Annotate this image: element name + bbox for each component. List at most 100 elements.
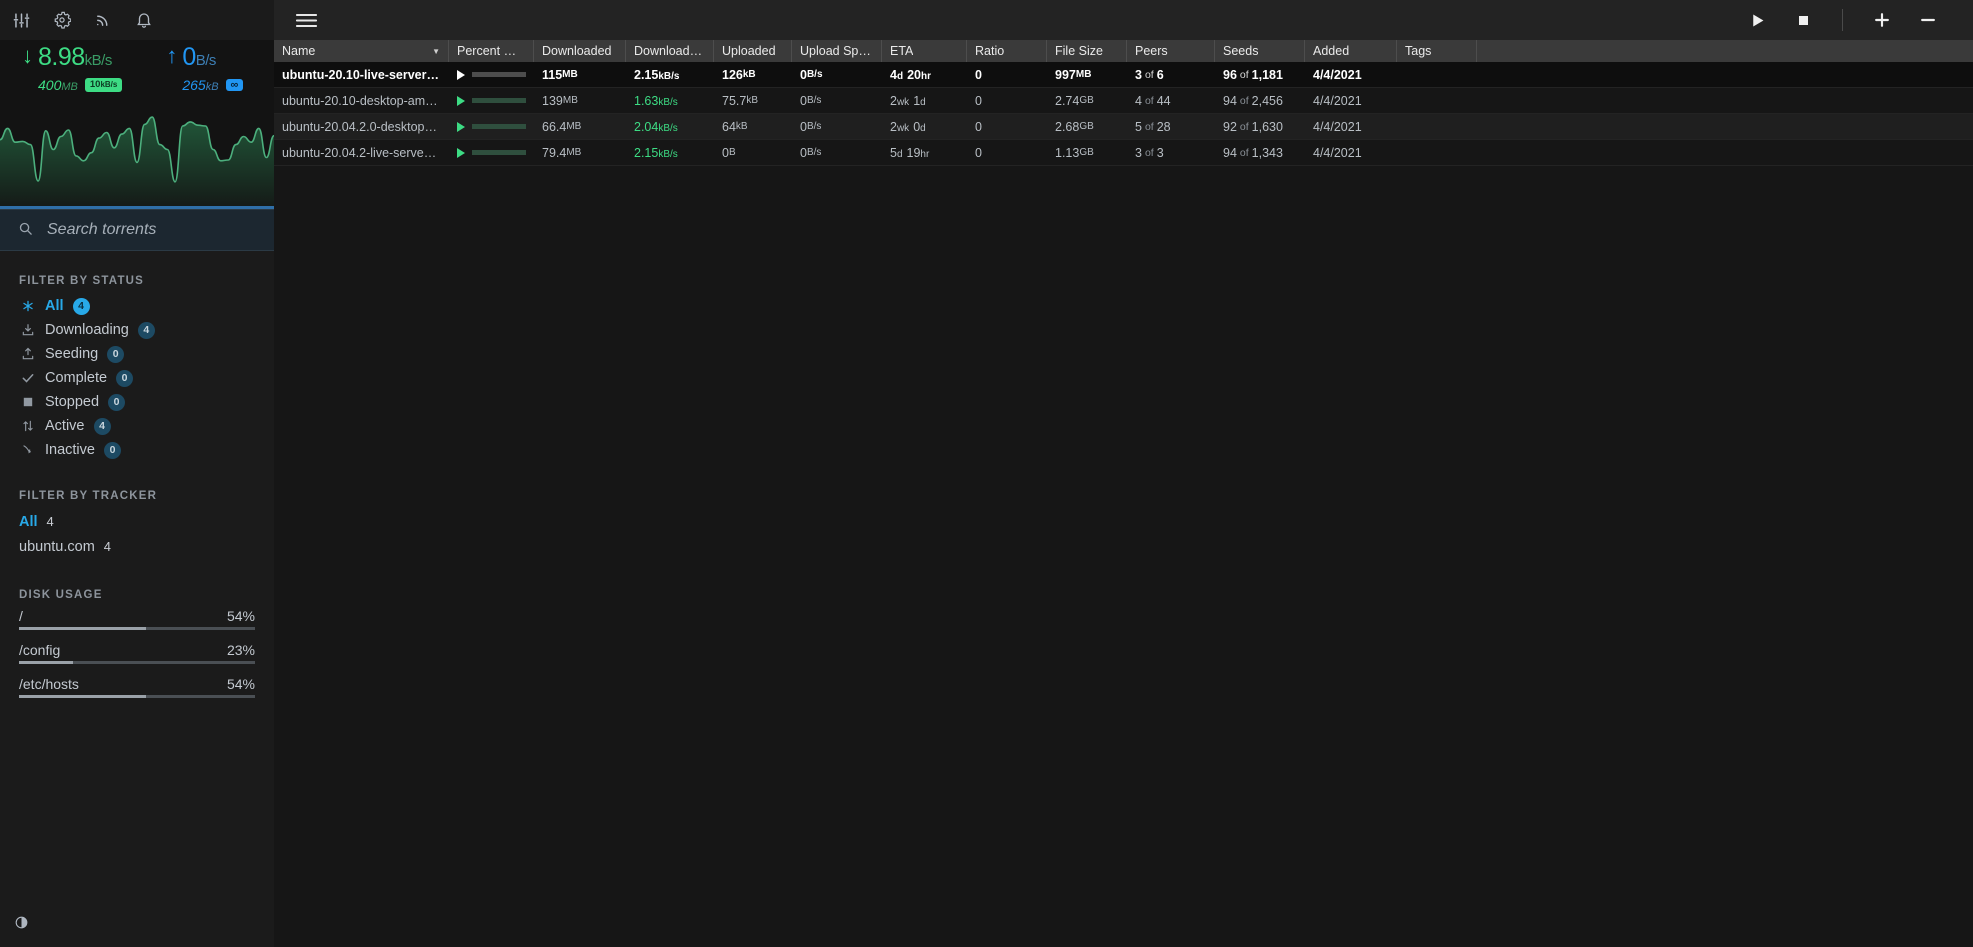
column-header-seeds[interactable]: Seeds: [1215, 40, 1305, 62]
cell-ratio: 0: [967, 88, 1047, 114]
download-total-unit: MB: [61, 81, 78, 93]
search-input[interactable]: [47, 221, 237, 239]
disk-usage-item: /config 23%: [0, 642, 274, 664]
add-torrent-button[interactable]: [1859, 0, 1905, 40]
ratio-value: 0: [975, 145, 982, 160]
status-filter-inactive[interactable]: Inactive 0: [0, 438, 274, 462]
speed-summary: ↓ 8.98kB/s 400MB 10kB/s ↑ 0B/s: [0, 40, 274, 97]
disk-usage-fill: [19, 661, 74, 664]
sidebar-footer: [0, 900, 274, 947]
theme-toggle-icon[interactable]: [14, 915, 29, 933]
search-icon: [18, 221, 33, 239]
upload-limit-badge[interactable]: ∞: [225, 79, 244, 91]
rss-feed-icon[interactable]: [94, 11, 113, 30]
uploaded-unit: B: [728, 147, 736, 158]
row-play-icon[interactable]: [457, 121, 465, 132]
tracker-filter-ubuntu-com[interactable]: ubuntu.com 4: [0, 534, 274, 559]
uploaded-value: 0: [722, 145, 729, 160]
hamburger-menu-icon[interactable]: [296, 13, 317, 28]
table-row[interactable]: ubuntu-20.10-desktop-am… 139 MB 1.63kB/s 75.…: [274, 88, 1973, 114]
column-header-label: Tags: [1405, 44, 1432, 58]
torrent-name: ubuntu-20.10-live-server-…: [282, 67, 441, 82]
column-header-name[interactable]: Name ▼: [274, 40, 449, 62]
disk-usage-bar: [19, 661, 255, 664]
download-speed: 2.04kB/s: [634, 119, 678, 134]
status-filter-all[interactable]: All 4: [0, 294, 274, 318]
filters-icon[interactable]: [12, 11, 31, 30]
table-row[interactable]: ubuntu-20.04.2.0-desktop… 66.4 MB 2.04kB/s 6…: [274, 114, 1973, 140]
cell-end: [1477, 140, 1973, 166]
cell-end: [1477, 114, 1973, 140]
download-total-value: 400: [38, 77, 62, 93]
column-header-added[interactable]: Added: [1305, 40, 1397, 62]
status-filter-count: 4: [137, 321, 155, 339]
stop-torrent-button[interactable]: [1780, 0, 1826, 40]
row-play-icon[interactable]: [457, 147, 465, 158]
cell-seeds: 96 of 1,181: [1223, 67, 1283, 82]
file-size-unit: MB: [1075, 69, 1092, 80]
table-row[interactable]: ubuntu-20.04.2-live-serve… 79.4 MB 2.15kB/s…: [274, 140, 1973, 166]
column-header-label: Upload Speed: [800, 44, 873, 58]
column-header-dlspeed[interactable]: Download Sp…: [626, 40, 714, 62]
peers-current: 3: [1135, 67, 1142, 82]
column-header-ratio[interactable]: Ratio: [967, 40, 1047, 62]
ratio-value: 0: [975, 67, 982, 82]
torrent-table: Name ▼ Percent Com… Downloaded Download Sp… U…: [274, 40, 1973, 947]
column-header-peers[interactable]: Peers: [1127, 40, 1215, 62]
sort-descending-icon: ▼: [432, 46, 440, 56]
disk-usage-fill: [19, 627, 147, 630]
upload-speed-unit: B/s: [806, 95, 822, 106]
column-header-percent[interactable]: Percent Com…: [449, 40, 534, 62]
start-torrent-button[interactable]: [1734, 0, 1780, 40]
column-header-uploaded[interactable]: Uploaded: [714, 40, 792, 62]
status-filter-label: Downloading: [45, 322, 129, 338]
square-stop-icon: [19, 394, 36, 411]
upload-speed-unit: B/s: [806, 147, 822, 158]
column-header-filesize[interactable]: File Size: [1047, 40, 1127, 62]
disk-usage-path: /etc/hosts: [19, 676, 79, 692]
column-header-eta[interactable]: ETA: [882, 40, 967, 62]
search-bar[interactable]: [0, 209, 274, 251]
row-play-icon[interactable]: [457, 95, 465, 106]
seeds-current: 92: [1223, 119, 1237, 134]
seeds-total: 2,456: [1251, 93, 1283, 108]
column-header-end[interactable]: [1477, 40, 1973, 62]
cell-end: [1477, 62, 1973, 88]
file-size-value: 2.68: [1055, 119, 1080, 134]
downloaded-value: 79.4: [542, 145, 567, 160]
table-row[interactable]: ubuntu-20.10-live-server-… 115 MB 2.15kB/s 1…: [274, 62, 1973, 88]
download-speed-summary: ↓ 8.98kB/s 400MB 10kB/s: [22, 43, 123, 93]
downloaded-unit: MB: [562, 95, 578, 106]
row-play-icon[interactable]: [457, 69, 465, 80]
torrent-name: ubuntu-20.04.2-live-serve…: [282, 145, 437, 160]
status-filter-seeding[interactable]: Seeding 0: [0, 342, 274, 366]
tracker-filter-title: FILTER BY TRACKER: [19, 490, 158, 502]
notifications-bell-icon[interactable]: [135, 11, 154, 30]
cell-percent: [449, 140, 534, 166]
sidebar-icon-bar: [0, 0, 274, 40]
added-date: 4/4/2021: [1313, 93, 1362, 108]
remove-torrent-button[interactable]: [1905, 0, 1951, 40]
status-filter-active[interactable]: Active 4: [0, 414, 274, 438]
status-filter-complete[interactable]: Complete 0: [0, 366, 274, 390]
status-filter-stopped[interactable]: Stopped 0: [0, 390, 274, 414]
status-filter-label: Seeding: [45, 346, 99, 362]
download-speed-value: 8.98: [38, 43, 85, 71]
status-filter-count: 0: [108, 393, 126, 411]
cell-name: ubuntu-20.04.2-live-serve…: [274, 140, 449, 166]
upload-speed-value: 0: [182, 43, 196, 71]
uploaded-value: 126: [722, 67, 743, 82]
settings-gear-icon[interactable]: [53, 11, 72, 30]
tracker-filter-all[interactable]: All 4: [0, 509, 274, 534]
toolbar-actions: [1734, 0, 1973, 40]
status-filter-downloading[interactable]: Downloading 4: [0, 318, 274, 342]
download-speed: 2.15kB/s: [634, 145, 678, 160]
download-limit-badge[interactable]: 10kB/s: [84, 78, 123, 92]
download-tray-icon: [19, 322, 36, 339]
column-header-downloaded[interactable]: Downloaded: [534, 40, 626, 62]
column-header-tags[interactable]: Tags: [1397, 40, 1477, 62]
tracker-filter-label: ubuntu.com: [19, 538, 95, 555]
cell-eta: 2wk 0d: [882, 114, 967, 140]
column-header-ulspeed[interactable]: Upload Speed: [792, 40, 882, 62]
